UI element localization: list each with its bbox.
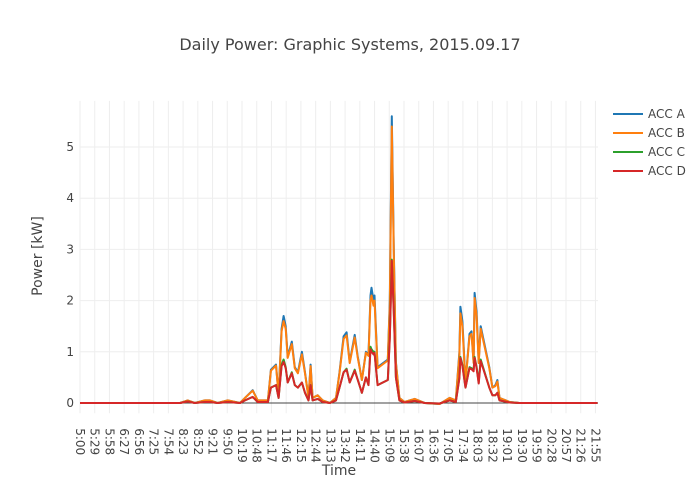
y-tick-label: 1 (66, 345, 74, 359)
series-lines (80, 115, 598, 405)
x-tick-label: 12:15 (294, 428, 308, 463)
x-tick-label: 9:50 (220, 428, 234, 455)
x-tick-label: 7:25 (147, 428, 161, 455)
x-tick-label: 18:03 (471, 428, 485, 463)
x-tick-label: 12:44 (309, 428, 323, 463)
x-tick-label: 21:55 (588, 428, 602, 463)
x-tick-label: 17:05 (441, 428, 455, 463)
x-tick-label: 5:00 (73, 428, 87, 455)
legend-item[interactable]: ACC C (648, 145, 685, 159)
x-tick-label: 9:21 (206, 428, 220, 455)
x-tick-label: 11:17 (264, 428, 278, 463)
gridlines (79, 100, 598, 414)
x-tick-label: 11:46 (279, 428, 293, 463)
x-tick-label: 21:26 (574, 428, 588, 463)
x-tick-label: 10:48 (250, 428, 264, 463)
x-axis-label: Time (321, 463, 356, 479)
x-tick-label: 16:36 (426, 428, 440, 463)
x-tick-label: 20:57 (559, 428, 573, 463)
y-axis-label: Power [kW] (30, 216, 46, 296)
x-tick-label: 14:40 (368, 428, 382, 463)
x-tick-labels: 5:00 5:29 5:58 6:27 6:56 7:25 7:54 8:23 8:52 9:21… (73, 428, 602, 463)
y-tick-labels: 0 1 2 3 4 5 (66, 140, 74, 410)
y-tick-label: 4 (66, 191, 74, 205)
x-tick-label: 6:27 (117, 428, 131, 455)
x-tick-label: 6:56 (132, 428, 146, 455)
legend-item[interactable]: ACC B (648, 126, 685, 140)
y-tick-label: 3 (66, 242, 74, 256)
series-line-acc-d (80, 259, 598, 405)
x-tick-label: 7:54 (161, 428, 175, 455)
y-tick-label: 5 (66, 140, 74, 154)
x-tick-label: 13:42 (338, 428, 352, 463)
chart-title: Daily Power: Graphic Systems, 2015.09.17 (179, 35, 520, 54)
x-tick-label: 17:34 (456, 428, 470, 463)
series-line-acc-a (80, 115, 598, 405)
x-tick-label: 10:19 (235, 428, 249, 463)
y-tick-label: 2 (66, 294, 74, 308)
x-tick-label: 20:28 (544, 428, 558, 463)
x-tick-label: 16:07 (412, 428, 426, 463)
x-tick-label: 8:23 (176, 428, 190, 455)
x-tick-label: 8:52 (191, 428, 205, 455)
x-tick-label: 15:38 (397, 428, 411, 463)
legend-item[interactable]: ACC A (648, 107, 686, 121)
x-tick-label: 14:11 (353, 428, 367, 463)
y-tick-label: 0 (66, 396, 74, 410)
x-tick-label: 19:30 (515, 428, 529, 463)
legend-item[interactable]: ACC D (648, 164, 686, 178)
x-tick-label: 15:09 (382, 428, 396, 463)
x-tick-label: 13:13 (323, 428, 337, 463)
x-tick-label: 19:01 (500, 428, 514, 463)
legend: ACC A ACC B ACC C ACC D (613, 107, 686, 178)
x-tick-label: 19:59 (530, 428, 544, 463)
x-tick-label: 18:32 (485, 428, 499, 463)
series-line-acc-b (80, 125, 598, 405)
x-tick-label: 5:29 (88, 428, 102, 455)
x-tick-label: 5:58 (102, 428, 116, 455)
